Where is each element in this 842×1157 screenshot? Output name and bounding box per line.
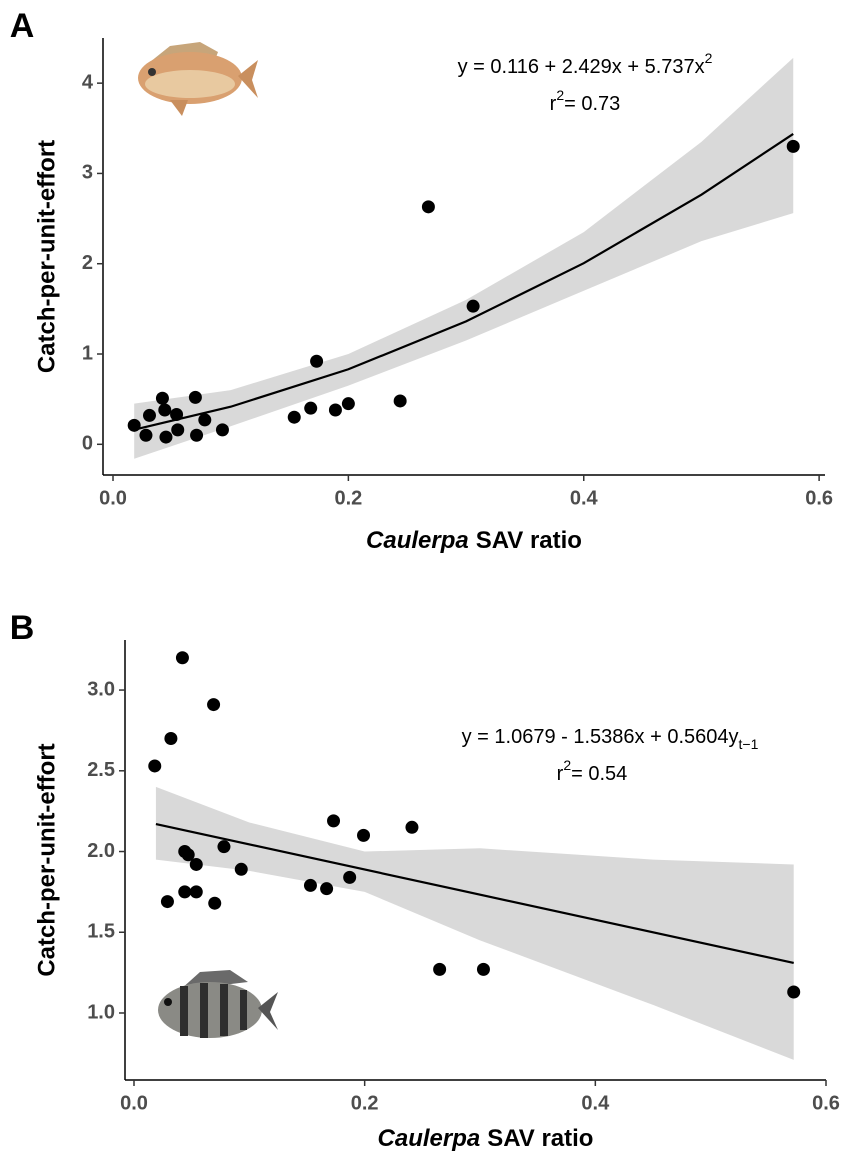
data-point	[357, 828, 371, 842]
x-tick-label: 0.6	[812, 1092, 840, 1114]
panel-label: A	[10, 7, 35, 45]
data-point	[341, 397, 355, 411]
y-tick-label: 1.5	[87, 921, 115, 943]
equation-text: y = 1.0679 - 1.5386x + 0.5604y	[462, 726, 739, 748]
y-tick-label: 3.0	[87, 678, 115, 700]
data-point	[320, 882, 334, 896]
r-squared-label: r	[557, 763, 564, 785]
x-axis-title-rest: SAV ratio	[487, 1125, 593, 1152]
data-point	[433, 962, 447, 976]
data-point	[215, 423, 229, 437]
y-tick-label: 2.0	[87, 840, 115, 862]
data-point	[343, 870, 357, 884]
y-axis-title: Catch-per-unit-effort	[33, 140, 60, 373]
data-point	[170, 408, 184, 422]
data-point	[421, 200, 435, 214]
data-point	[786, 139, 800, 153]
equation: y = 0.116 + 2.429x + 5.737x2	[458, 50, 713, 79]
r-squared-value: = 0.54	[571, 763, 627, 785]
data-point	[207, 698, 221, 712]
data-point	[303, 878, 317, 892]
x-tick-label: 0.2	[351, 1092, 379, 1114]
confidence-band	[134, 57, 794, 459]
r-squared: r2= 0.73	[550, 87, 621, 116]
x-axis-title: Caulerpa SAV ratio	[378, 1125, 594, 1152]
fit-line	[155, 822, 794, 965]
data-point	[189, 857, 203, 871]
data-point	[139, 428, 153, 442]
data-point	[127, 418, 141, 432]
data-point	[175, 651, 189, 665]
data-point	[328, 403, 342, 417]
equation-subscript: t−1	[739, 736, 759, 752]
fish-illustration	[158, 970, 278, 1038]
x-tick-label: 0.4	[570, 487, 599, 509]
data-point	[393, 394, 407, 408]
data-point	[148, 759, 162, 773]
data-point	[304, 401, 318, 415]
r-squared-value: = 0.73	[564, 93, 620, 115]
data-point	[188, 390, 202, 404]
equation-superscript: 2	[705, 50, 713, 66]
x-axis-title-italic: Caulerpa	[366, 527, 469, 554]
x-tick-label: 0.6	[805, 487, 833, 509]
y-tick-label: 0	[82, 433, 93, 455]
data-point	[190, 428, 204, 442]
data-point	[327, 814, 341, 828]
data-point	[466, 299, 480, 313]
fish-illustration	[138, 42, 258, 116]
data-point	[158, 403, 172, 417]
x-axis-title-italic: Caulerpa	[378, 1125, 481, 1152]
confidence-band	[155, 786, 794, 1060]
data-point	[171, 423, 185, 437]
data-point	[181, 848, 195, 862]
data-point	[159, 430, 173, 444]
r-squared-superscript: 2	[563, 757, 571, 773]
r-squared-superscript: 2	[556, 87, 564, 103]
data-point	[405, 820, 419, 834]
x-axis-title-rest: SAV ratio	[476, 527, 582, 554]
fit-line	[133, 133, 794, 431]
data-point	[476, 962, 490, 976]
data-point	[160, 895, 174, 909]
y-tick-label: 3	[82, 162, 93, 184]
x-tick-label: 0.2	[334, 487, 362, 509]
data-point	[234, 862, 248, 876]
panel-label: B	[10, 609, 35, 647]
x-tick-label: 0.0	[99, 487, 127, 509]
y-axis-title: Catch-per-unit-effort	[33, 743, 60, 976]
data-point	[198, 413, 212, 427]
data-point	[217, 840, 231, 854]
x-tick-label: 0.4	[581, 1092, 610, 1114]
r-squared: r2= 0.54	[557, 757, 628, 786]
y-tick-label: 1.0	[87, 1001, 115, 1023]
data-point	[310, 354, 324, 368]
data-point	[178, 885, 192, 899]
y-tick-label: 2.5	[87, 759, 115, 781]
data-point	[787, 985, 801, 999]
x-tick-label: 0.0	[120, 1092, 148, 1114]
data-point	[208, 896, 222, 910]
equation: y = 1.0679 - 1.5386x + 0.5604yt−1	[462, 726, 759, 751]
y-tick-label: 2	[82, 252, 93, 274]
equation-text: y = 0.116 + 2.429x + 5.737x	[458, 56, 705, 78]
y-tick-label: 1	[82, 342, 93, 364]
data-point	[164, 731, 178, 745]
data-point	[189, 885, 203, 899]
data-point	[155, 391, 169, 405]
data-point	[142, 408, 156, 422]
r-squared-label: r	[550, 93, 557, 115]
data-point	[287, 410, 301, 424]
y-tick-label: 4	[82, 71, 94, 93]
x-axis-title: Caulerpa SAV ratio	[366, 527, 582, 554]
